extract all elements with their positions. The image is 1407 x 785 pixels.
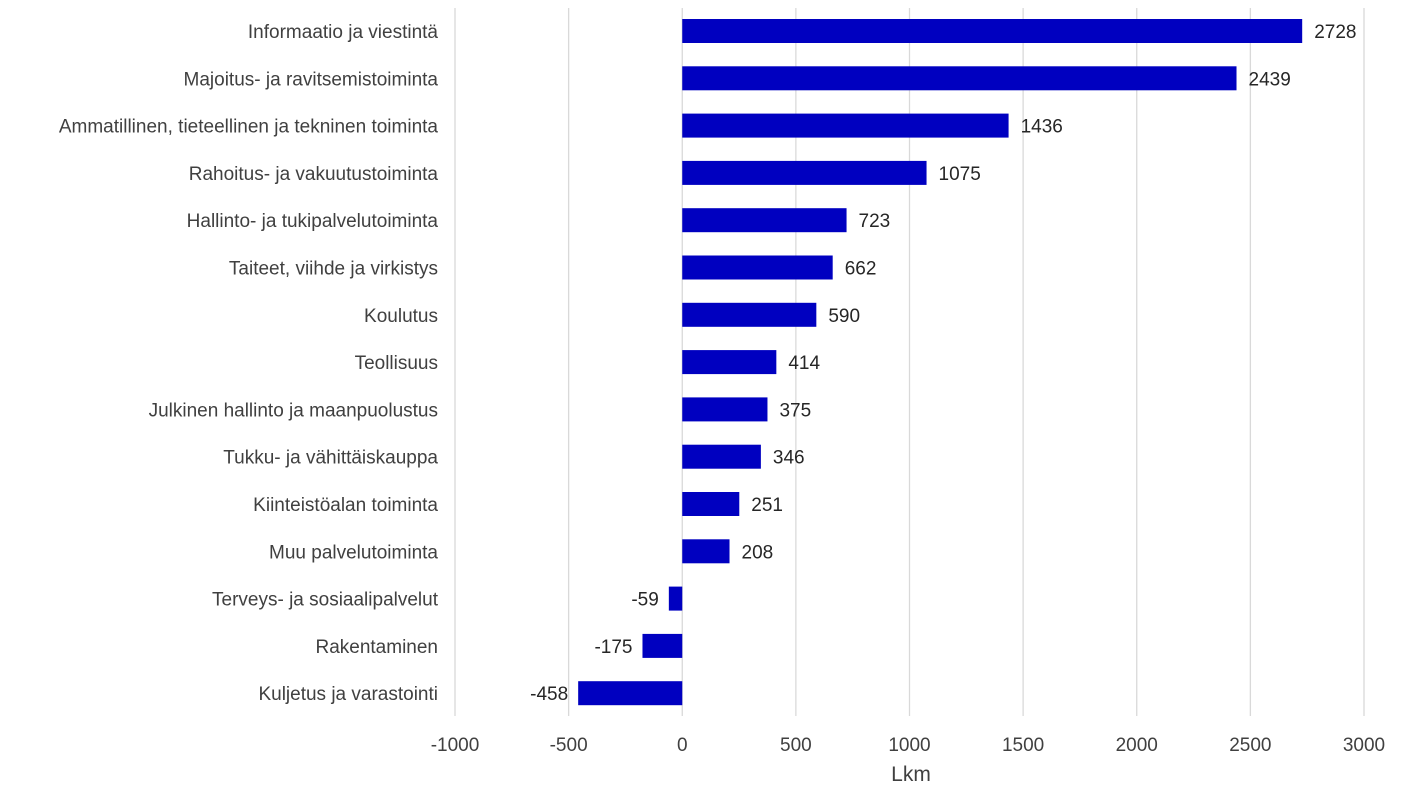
bar [642, 633, 683, 658]
data-label: 2439 [1249, 69, 1291, 90]
data-label: 1436 [1021, 117, 1063, 138]
data-label: 662 [845, 259, 877, 280]
category-label: Teollisuus [355, 353, 438, 374]
category-label: Rahoitus- ja vakuutustoiminta [189, 164, 439, 185]
x-tick-labels: -1000 -500 0 500 1000 1500 2000 2500 3000 [431, 735, 1385, 756]
bar [682, 160, 927, 185]
category-label: Terveys- ja sosiaalipalvelut [212, 590, 439, 611]
data-label: -59 [631, 590, 658, 611]
category-label: Koulutus [364, 306, 438, 327]
x-tick-label: 2500 [1229, 735, 1271, 756]
data-label: 414 [788, 353, 820, 374]
data-label: 1075 [939, 164, 981, 185]
bar [682, 66, 1237, 91]
bar [682, 208, 847, 233]
category-label: Tukku- ja vähittäiskauppa [223, 448, 438, 469]
data-label: -175 [594, 637, 632, 658]
x-axis-title: Lkm [891, 763, 931, 785]
bar [682, 539, 730, 564]
category-labels: Informaatio ja viestintä Majoitus- ja rav… [59, 22, 439, 705]
category-label: Kuljetus ja varastointi [258, 684, 438, 705]
x-tick-label: 500 [780, 735, 812, 756]
x-tick-label: 3000 [1343, 735, 1385, 756]
bar [682, 255, 833, 280]
bar [682, 444, 761, 469]
category-label: Ammatillinen, tieteellinen ja tekninen t… [59, 117, 439, 138]
bar [682, 350, 777, 375]
bar [668, 586, 683, 611]
data-label: 251 [751, 495, 783, 516]
category-label: Majoitus- ja ravitsemistoiminta [184, 69, 439, 90]
x-tick-label: -500 [550, 735, 588, 756]
data-labels: 2728 2439 1436 1075 723 662 590 414 375 346 251 208… [530, 22, 1356, 705]
category-label: Hallinto- ja tukipalvelutoiminta [187, 211, 439, 232]
data-label: 375 [779, 400, 811, 421]
category-label: Muu palvelutoiminta [269, 542, 438, 563]
category-label: Taiteet, viihde ja virkistys [229, 259, 438, 280]
bar [682, 492, 740, 516]
category-label: Kiinteistöalan toiminta [253, 495, 438, 516]
bar [578, 681, 683, 706]
data-label: 2728 [1314, 22, 1356, 43]
category-label: Julkinen hallinto ja maanpuolustus [149, 400, 438, 421]
x-tick-label: 2000 [1116, 735, 1158, 756]
data-label: -458 [530, 684, 568, 705]
x-tick-label: 0 [677, 735, 688, 756]
bar [682, 302, 817, 327]
bar [682, 19, 1303, 43]
category-label: Informaatio ja viestintä [248, 22, 439, 43]
data-label: 590 [828, 306, 860, 327]
bar [682, 113, 1009, 138]
x-tick-label: -1000 [431, 735, 480, 756]
data-label: 208 [742, 542, 774, 563]
x-tick-label: 1000 [888, 735, 930, 756]
data-label: 346 [773, 448, 805, 469]
x-tick-label: 1500 [1002, 735, 1044, 756]
bar [682, 397, 768, 422]
bars [578, 19, 1303, 706]
data-label: 723 [859, 211, 891, 232]
category-label: Rakentaminen [315, 637, 438, 658]
